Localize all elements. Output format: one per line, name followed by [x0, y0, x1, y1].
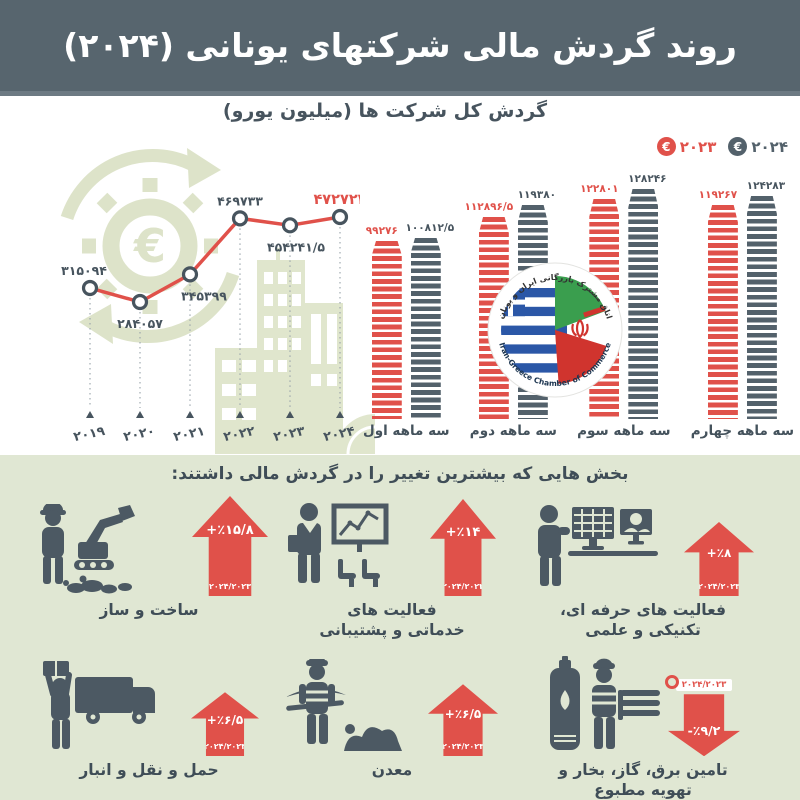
- legend-item-2024: € ۲۰۲۴: [728, 137, 788, 156]
- bar-category-label: سه ماهه چهارم: [690, 423, 794, 439]
- bar-category-label: سه ماهه اول: [363, 423, 450, 439]
- change-percent: +٪۸: [706, 545, 732, 560]
- header: روند گردش مالی شرکتهای یونانی (۲۰۲۴): [0, 0, 800, 96]
- increase-arrow: +٪۱۵/۸ ۲۰۲۴/۲۰۲۳: [192, 496, 268, 596]
- change-period: ۲۰۲۴/۲۰۲۳: [442, 582, 484, 591]
- chart-subtitle: گردش کل شرکت ها (میلیون یورو): [222, 100, 548, 122]
- chart-legend: € ۲۰۲۳ € ۲۰۲۴: [656, 137, 788, 156]
- svg-text:۴۷۲۷۲۲: ۴۷۲۷۲۲: [313, 192, 360, 208]
- professional-computer-icon: [532, 501, 682, 596]
- bar-value-label: ۱۱۲۸۹۶/۵: [464, 201, 514, 213]
- change-period: ۲۰۲۴/۲۰۲۳: [698, 582, 740, 591]
- gas-worker-icon: [546, 656, 666, 756]
- sector-transport: +٪۶/۵ ۲۰۲۴/۲۰۲۳ حمل و نقل و انبار: [22, 652, 276, 800]
- svg-text:۴۵۴۲۴۱/۵: ۴۵۴۲۴۱/۵: [267, 239, 325, 254]
- svg-text:۴۶۹۷۳۳: ۴۶۹۷۳۳: [217, 193, 263, 208]
- sector-label: حمل و نقل و انبار: [79, 761, 219, 780]
- euro-icon: €: [656, 137, 676, 156]
- legend-label: ۲۰۲۴: [751, 137, 788, 156]
- increase-arrow: +٪۸ ۲۰۲۴/۲۰۲۳: [684, 522, 754, 596]
- svg-text:۲۰۲۱: ۲۰۲۱: [172, 424, 206, 445]
- service-presentation-icon: [288, 501, 428, 596]
- page-title: روند گردش مالی شرکتهای یونانی (۲۰۲۴): [63, 26, 737, 65]
- sector-professional: +٪۸ ۲۰۲۴/۲۰۲۳ فعالیت های حرفه ای، تکنیکی…: [508, 492, 778, 640]
- bar-value-label: ۱۱۹۳۸۰: [517, 189, 557, 201]
- bar: [707, 205, 738, 419]
- change-period: ۲۰۲۴/۲۰۲۳: [204, 742, 246, 752]
- sector-label: فعالیت های خدماتی و پشتیبانی: [319, 601, 465, 640]
- bar-value-label: ۱۲۴۲۸۳: [746, 180, 786, 192]
- bar-category-label: سه ماهه سوم: [577, 423, 671, 439]
- bar-group: ۹۹۲۷۶ ۱۰۰۸۱۲/۵ سه ماهه اول: [363, 167, 454, 439]
- svg-text:۳۱۵۰۹۴: ۳۱۵۰۹۴: [61, 263, 107, 278]
- bar-category-label: سه ماهه دوم: [469, 423, 557, 439]
- transport-truck-icon: [39, 661, 189, 756]
- legend-label: ۲۰۲۳: [679, 137, 717, 156]
- bar-value-label: ۱۲۸۲۴۶: [628, 173, 667, 185]
- euro-icon: €: [728, 137, 748, 156]
- sector-label: تامین برق، گاز، بخار و تهویه مطبوع: [558, 761, 728, 800]
- change-period: ۲۰۲۴/۲۰۲۳: [442, 742, 484, 752]
- bar: [746, 196, 777, 419]
- svg-text:۲۸۴۰۵۷: ۲۸۴۰۵۷: [117, 316, 163, 331]
- decrease-arrow: -٪۹/۲: [668, 694, 740, 757]
- increase-arrow: +٪۶/۵ ۲۰۲۴/۲۰۲۳: [428, 684, 498, 757]
- iran-greece-chamber-logo: اتاق مشترک بازرگانی ایران و یونان Iran-G…: [487, 262, 623, 398]
- change-period: ۲۰۲۴/۲۰۲۳: [209, 582, 251, 591]
- bar-value-label: ۱۲۲۸۰۱: [580, 183, 619, 195]
- svg-text:۲۰۲۳: ۲۰۲۳: [272, 424, 306, 445]
- bar-value-label: ۹۹۲۷۶: [365, 225, 398, 237]
- construction-worker-excavator-icon: [30, 504, 190, 596]
- change-percent: +٪۶/۵: [206, 712, 244, 727]
- bar: [371, 241, 402, 419]
- line-chart: ۲۰۱۹ ۲۰۲۰ ۲۰۲۱ ۲۰۲۲ ۲۰۲۳ ۲۰۲۴ ۳۱۵۰۹۴ ۲۸۴۰۵۷ ۳۴۵۳…: [61, 192, 360, 445]
- bar-group: ۱۱۹۲۶۷ ۱۲۴۲۸۳ سه ماهه چهارم: [691, 167, 794, 439]
- change-percent: +٪۱۴: [445, 525, 481, 541]
- sector-label: معدن: [371, 761, 413, 780]
- svg-text:۳۴۵۳۹۹: ۳۴۵۳۹۹: [181, 288, 227, 303]
- sector-label: ساخت و ساز: [99, 601, 199, 619]
- svg-text:€: €: [133, 219, 166, 273]
- bar-value-label: ۱۰۰۸۱۲/۵: [405, 222, 455, 234]
- ring-icon: [664, 675, 679, 690]
- bar: [628, 189, 659, 419]
- legend-item-2023: € ۲۰۲۳: [656, 137, 717, 156]
- increase-arrow: +٪۱۴ ۲۰۲۴/۲۰۲۳: [430, 499, 496, 596]
- sector-mining: +٪۶/۵ ۲۰۲۴/۲۰۲۳ معدن: [277, 652, 507, 800]
- buildings-watermark-icon: [215, 248, 375, 454]
- svg-text:۲۰۲۲: ۲۰۲۲: [222, 424, 256, 445]
- change-percent: -٪۹/۲: [687, 722, 721, 738]
- change-percent: +٪۱۵/۸: [206, 523, 254, 538]
- svg-text:۲۰۲۰: ۲۰۲۰: [122, 424, 156, 445]
- sectors-title: بخش هایی که بیشترین تغییر را در گردش مال…: [171, 464, 629, 484]
- svg-text:۲۰۱۹: ۲۰۱۹: [72, 424, 106, 445]
- sector-construction: +٪۱۵/۸ ۲۰۲۴/۲۰۲۳ ساخت و ساز: [22, 492, 276, 640]
- sector-services: +٪۱۴ ۲۰۲۴/۲۰۲۳ فعالیت های خدماتی و پشتیب…: [277, 492, 507, 640]
- sector-utilities: ۲۰۲۴/۲۰۲۳ -٪۹/۲ تامین برق، گاز، بخار و ت…: [508, 652, 778, 800]
- increase-arrow: +٪۶/۵ ۲۰۲۴/۲۰۲۳: [191, 692, 259, 757]
- sectors-section: بخش هایی که بیشترین تغییر را در گردش مال…: [0, 455, 800, 800]
- sector-grid: +٪۱۵/۸ ۲۰۲۴/۲۰۲۳ ساخت و ساز: [0, 484, 800, 800]
- change-period: ۲۰۲۴/۲۰۲۳: [664, 675, 733, 692]
- change-percent: +٪۶/۵: [444, 707, 482, 722]
- miner-pickaxe-icon: [286, 659, 426, 756]
- bar: [410, 238, 441, 419]
- svg-text:۲۰۲۴: ۲۰۲۴: [322, 424, 356, 445]
- sector-label: فعالیت های حرفه ای، تکنیکی و علمی: [559, 601, 726, 640]
- bar-value-label: ۱۱۹۲۶۷: [698, 189, 738, 201]
